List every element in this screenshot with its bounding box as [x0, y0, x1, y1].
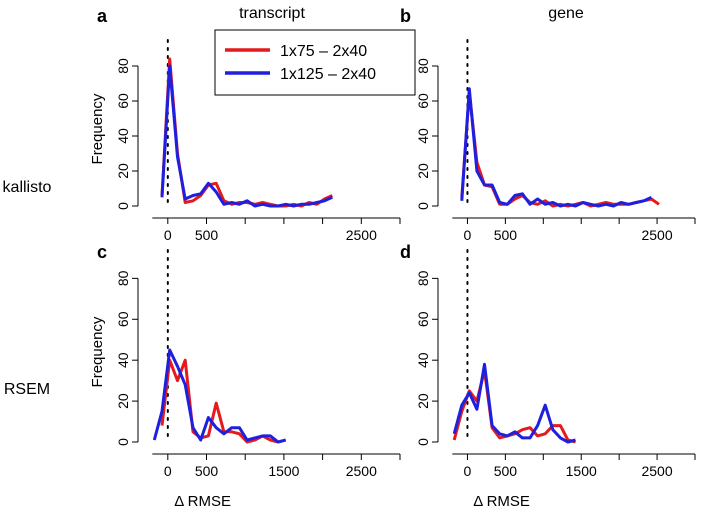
- y-tick-label-a-40: 40: [115, 128, 131, 144]
- series-line-b-1x75: [460, 90, 660, 208]
- y-axis-title-a: Frequency: [89, 93, 106, 164]
- y-tick-label-b-0: 0: [415, 202, 431, 210]
- panel-d: d 0 500 1500 2500 0 20 40 60 80 Δ RMSE: [400, 242, 696, 510]
- y-tick-label-d-80: 80: [415, 270, 431, 286]
- panel-letter-d: d: [400, 242, 411, 262]
- x-tick-label-a-500: 500: [195, 227, 219, 243]
- panel-a: a 0 500 2500 0 20 40 60 80 Frequency: [89, 6, 401, 243]
- y-tick-label-a-0: 0: [115, 202, 131, 210]
- x-tick-label-d-2500: 2500: [641, 463, 672, 479]
- series-line-d-1x75: [452, 368, 576, 444]
- x-tick-label-c-2500: 2500: [346, 463, 377, 479]
- series-line-b-1x125: [460, 87, 653, 208]
- x-tick-label-a-0: 0: [164, 227, 172, 243]
- y-tick-label-b-20: 20: [415, 163, 431, 179]
- panel-b: b 0 500 2500 0 20 40 60 80: [400, 6, 696, 243]
- x-tick-label-c-500: 500: [195, 463, 219, 479]
- panel-letter-a: a: [97, 6, 108, 26]
- y-tick-label-b-80: 80: [415, 58, 431, 74]
- x-axis-title-d: Δ RMSE: [473, 493, 530, 510]
- y-tick-label-b-40: 40: [415, 128, 431, 144]
- column-title-gene: gene: [548, 5, 584, 22]
- x-tick-label-a-2500: 2500: [346, 227, 377, 243]
- y-tick-label-c-80: 80: [115, 270, 131, 286]
- row-label-kallisto: kallisto: [3, 179, 52, 196]
- series-line-a-1x125: [160, 64, 333, 208]
- x-tick-label-b-0: 0: [464, 227, 472, 243]
- y-tick-label-d-60: 60: [415, 311, 431, 327]
- legend-label-1x75: 1x75 – 2x40: [280, 43, 367, 60]
- y-tick-label-a-20: 20: [115, 163, 131, 179]
- series-line-d-1x125: [452, 362, 576, 444]
- y-tick-label-a-80: 80: [115, 58, 131, 74]
- x-tick-label-d-0: 0: [464, 463, 472, 479]
- y-tick-label-c-20: 20: [115, 393, 131, 409]
- legend-box: [214, 29, 416, 96]
- y-tick-label-a-60: 60: [115, 93, 131, 109]
- y-tick-label-c-0: 0: [115, 438, 131, 446]
- x-tick-label-d-500: 500: [494, 463, 518, 479]
- y-tick-label-c-60: 60: [115, 311, 131, 327]
- x-tick-label-b-2500: 2500: [641, 227, 672, 243]
- panel-letter-b: b: [400, 6, 411, 26]
- column-title-transcript: transcript: [239, 5, 305, 22]
- legend: 1x75 – 2x40 1x125 – 2x40: [214, 29, 416, 96]
- y-axis-title-c: Frequency: [89, 316, 106, 387]
- x-tick-label-b-500: 500: [494, 227, 518, 243]
- row-label-rsem: RSEM: [4, 381, 50, 398]
- y-tick-label-c-40: 40: [115, 352, 131, 368]
- panel-c: c 0 500 1500 2500 0 20 40 60 80 Frequency Δ RMSE: [89, 242, 401, 510]
- legend-label-1x125: 1x125 – 2x40: [280, 66, 376, 83]
- series-line-c-1x125: [152, 348, 287, 444]
- x-tick-label-c-0: 0: [164, 463, 172, 479]
- x-tick-label-d-1500: 1500: [566, 463, 597, 479]
- y-tick-label-d-40: 40: [415, 352, 431, 368]
- x-axis-title-c: Δ RMSE: [174, 493, 231, 510]
- y-tick-label-d-20: 20: [415, 393, 431, 409]
- panel-letter-c: c: [97, 242, 107, 262]
- y-tick-label-d-0: 0: [415, 438, 431, 446]
- x-tick-label-c-1500: 1500: [268, 463, 299, 479]
- y-tick-label-b-60: 60: [415, 93, 431, 109]
